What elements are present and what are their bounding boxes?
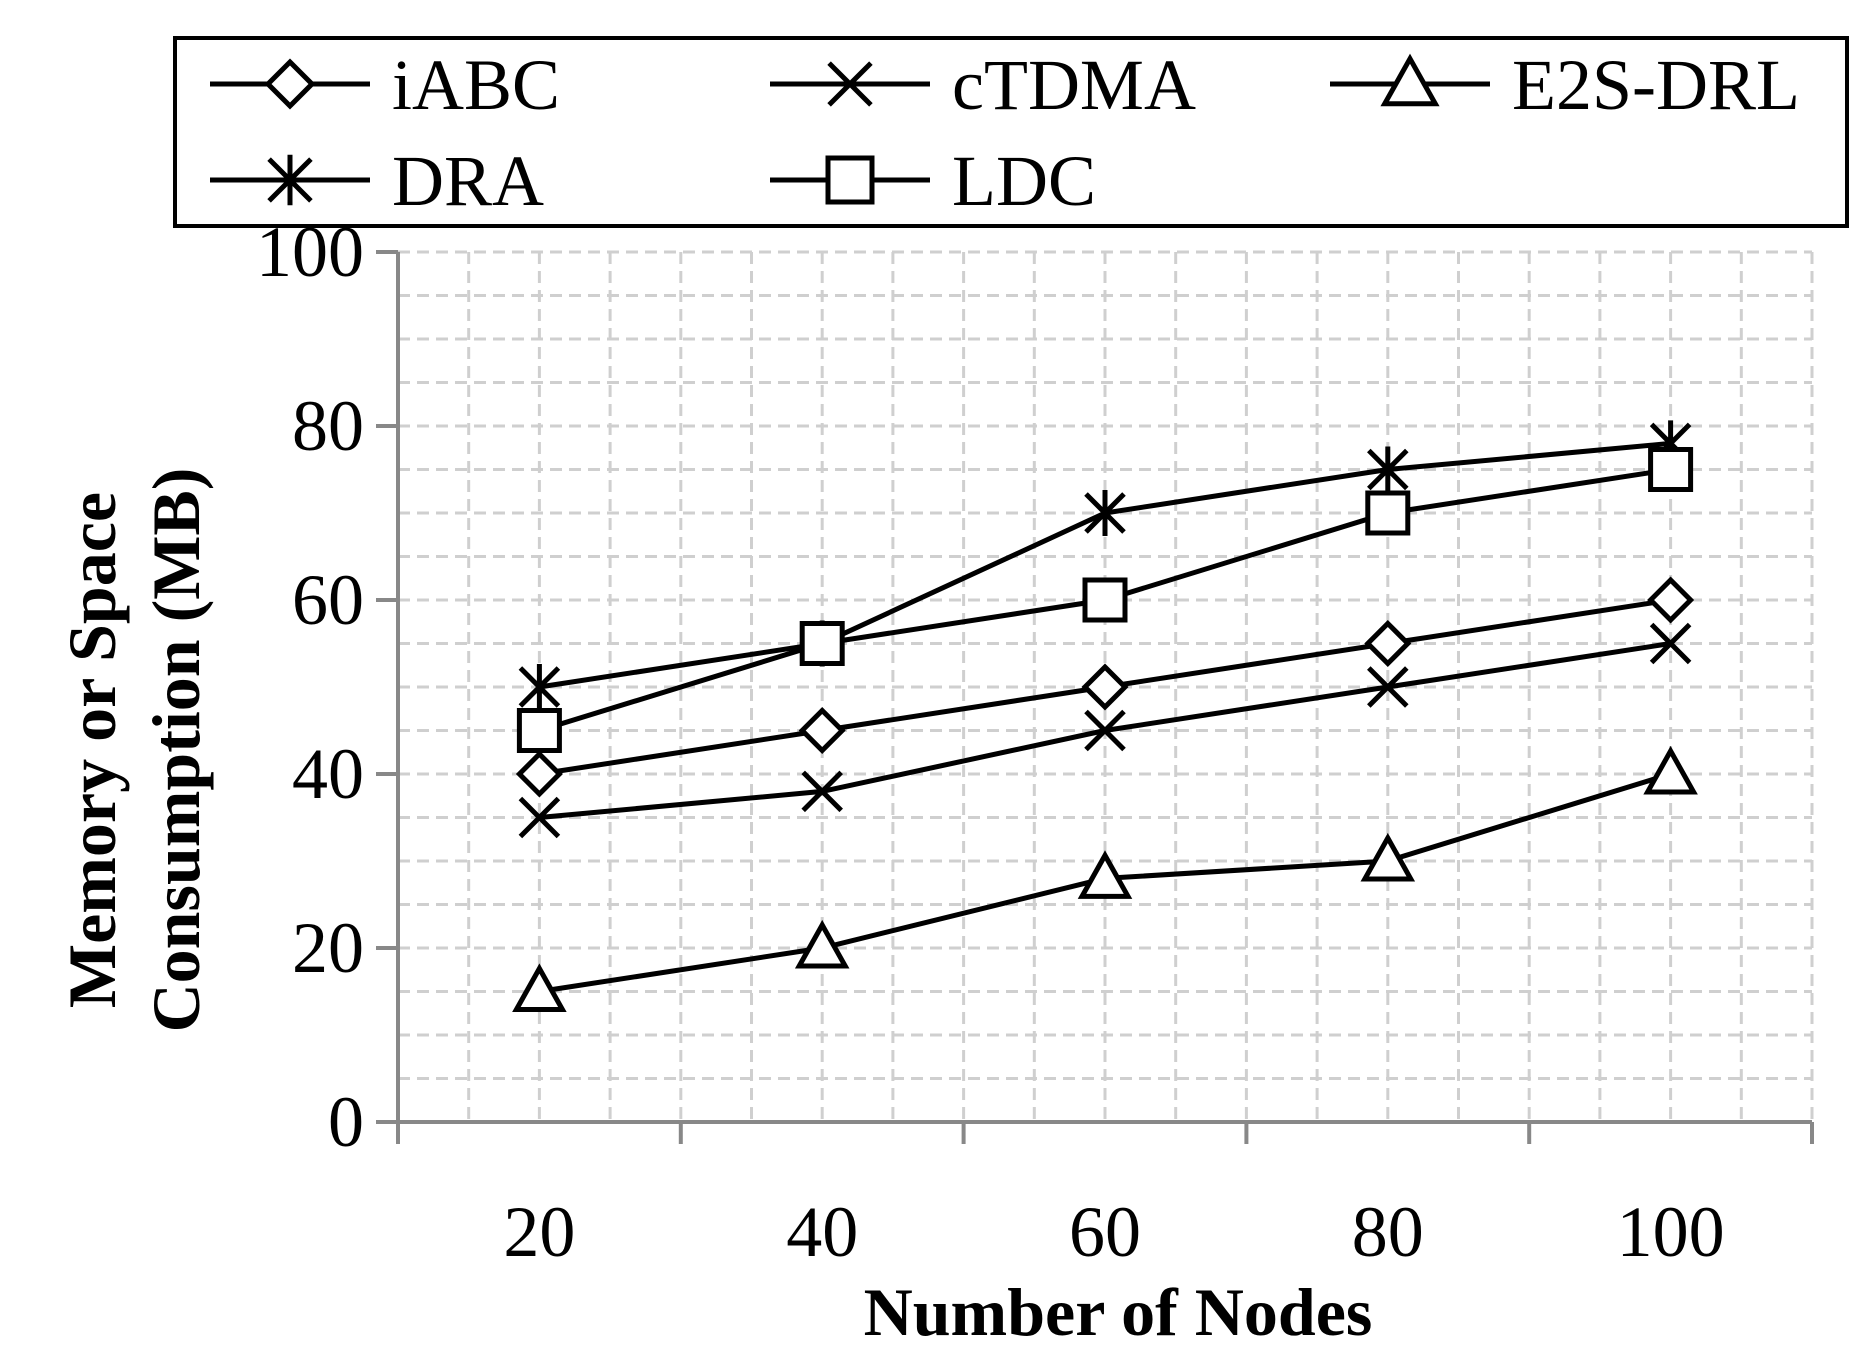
series-layer — [512, 420, 1698, 1012]
data-point-e2s-drl — [1077, 850, 1133, 899]
data-point-dra — [1367, 446, 1409, 493]
x-tick-label: 60 — [1069, 1192, 1141, 1272]
data-point-ldc — [516, 708, 562, 753]
legend-label: DRA — [392, 141, 544, 221]
series-ldc — [516, 447, 1694, 753]
data-point-e2s-drl — [794, 919, 850, 969]
legend-label: cTDMA — [952, 45, 1196, 125]
series-e2s-drl — [512, 745, 1698, 1012]
series-iabc — [515, 576, 1695, 798]
legend-item-ldc: LDC — [770, 141, 1096, 221]
y-axis-title-line-1: Memory or Space — [54, 492, 130, 1008]
x-tick-label: 40 — [786, 1192, 858, 1272]
y-tick-label: 40 — [292, 734, 364, 814]
x-tick-label: 80 — [1352, 1192, 1424, 1272]
data-point-ctdma — [1649, 622, 1692, 665]
data-point-iabc — [1081, 663, 1129, 711]
data-point-iabc — [1647, 576, 1695, 624]
y-tick-label: 80 — [292, 386, 364, 466]
legend-label: E2S-DRL — [1512, 45, 1800, 125]
legend-item-dra: DRA — [210, 141, 544, 221]
legend-marker-asterisk — [267, 154, 313, 206]
legend: iABC cTDMA E2S-DRL DRA LDC — [173, 36, 1849, 228]
legend-label: iABC — [392, 45, 560, 125]
data-point-iabc — [515, 750, 563, 798]
data-point-iabc — [1364, 619, 1412, 668]
legend-box — [173, 36, 1849, 228]
y-tick-label: 100 — [256, 212, 364, 292]
series-ctdma — [518, 622, 1692, 839]
data-point-ctdma — [1367, 666, 1409, 708]
data-point-ctdma — [518, 796, 561, 839]
x-tick-label: 100 — [1617, 1192, 1725, 1272]
data-point-ctdma — [1084, 709, 1126, 752]
y-tick-label: 60 — [292, 560, 364, 640]
data-point-dra — [1084, 490, 1126, 536]
legend-marker-square — [825, 155, 875, 205]
legend-marker-triangle — [1380, 53, 1440, 107]
legend-item-e2s-drl: E2S-DRL — [1330, 45, 1800, 125]
y-tick-label: 20 — [292, 908, 364, 988]
data-point-iabc — [798, 706, 846, 755]
data-point-e2s-drl — [1643, 745, 1698, 795]
data-point-dra — [518, 664, 561, 710]
data-point-ldc — [1648, 447, 1694, 492]
x-axis-title: Number of Nodes — [864, 1274, 1373, 1350]
y-axis-title-line-2: Consumption (MB) — [138, 468, 214, 1033]
legend-item-iabc: iABC — [210, 45, 560, 125]
data-point-ctdma — [801, 770, 843, 813]
legend-label: LDC — [952, 141, 1096, 221]
y-axis-title: Memory or Space Consumption (MB) — [54, 468, 214, 1033]
legend-item-ctdma: cTDMA — [770, 45, 1196, 125]
legend-marker-x — [827, 61, 873, 107]
data-point-ldc — [799, 621, 845, 666]
legend-marker-diamond — [264, 58, 316, 110]
data-point-e2s-drl — [1360, 832, 1416, 882]
axes: 0 20 40 60 80 100 20 40 60 80 100 — [256, 212, 1814, 1272]
data-point-ldc — [1365, 490, 1411, 536]
x-tick-label: 20 — [503, 1192, 575, 1272]
y-tick-label: 0 — [328, 1082, 364, 1162]
data-point-ldc — [1082, 577, 1128, 623]
data-point-e2s-drl — [512, 963, 567, 1012]
